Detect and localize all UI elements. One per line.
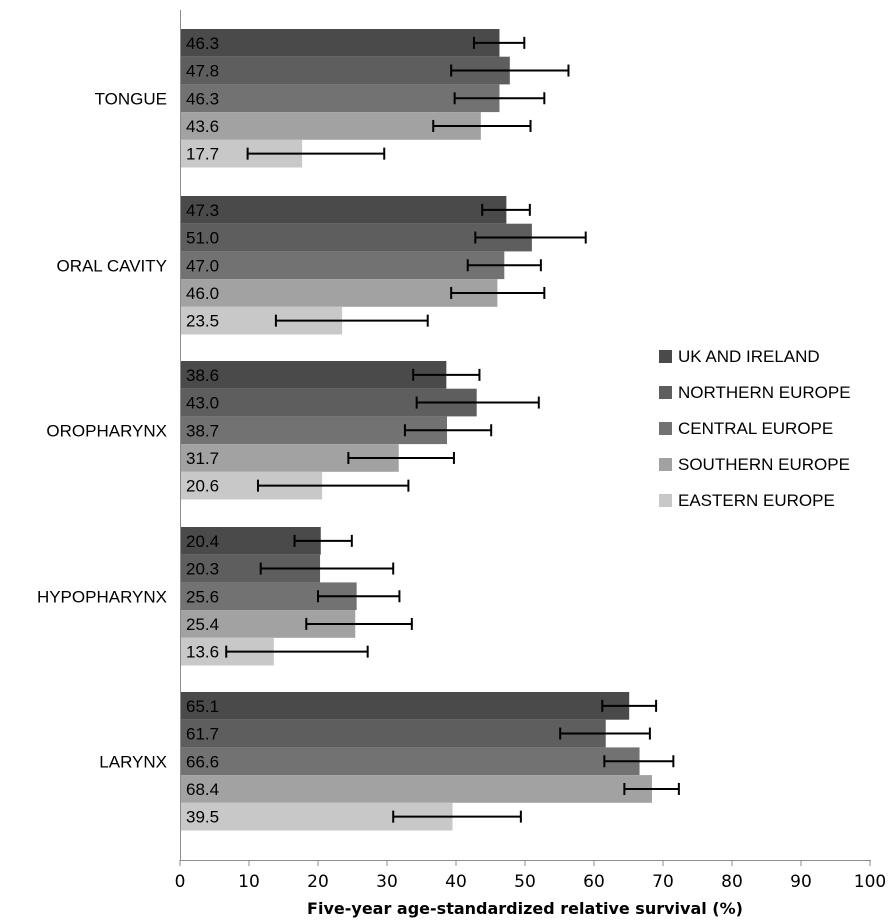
x-tick-label: 80 [721,872,743,892]
bar-value-label: 38.6 [186,366,219,385]
legend-swatch [659,422,672,435]
bar-value-label: 47.3 [186,201,219,220]
x-tick-label: 70 [652,872,674,892]
bar [180,251,505,280]
bar-value-label: 47.8 [186,62,219,81]
x-tick-label: 30 [376,872,398,892]
x-tick-label: 20 [307,872,329,892]
bar [180,692,630,720]
legend-label: NORTHERN EUROPE [678,383,851,402]
x-tick-label: 10 [238,872,260,892]
bar-value-label: 43.6 [186,117,219,136]
x-tick-label: 0 [175,872,186,892]
x-axis-title: Five-year age-standardized relative surv… [307,899,743,918]
bar-value-label: 39.5 [186,808,219,827]
bar-value-label: 31.7 [186,449,219,468]
bar [180,196,507,224]
bar-value-label: 23.5 [186,312,219,331]
x-tick-label: 100 [854,872,886,892]
bar-value-label: 46.3 [186,34,219,53]
bar-value-label: 66.6 [186,752,219,771]
legend-swatch [659,494,672,507]
x-tick-label: 50 [514,872,536,892]
category-label: OROPHARYNX [46,421,167,440]
legend-label: EASTERN EUROPE [678,491,835,510]
category-label: TONGUE [95,89,167,108]
bar-value-label: 20.4 [186,532,219,551]
bar-value-label: 20.6 [186,477,219,496]
bar-value-label: 17.7 [186,145,219,164]
legend-label: UK AND IRELAND [678,347,820,366]
legend-swatch [659,458,672,471]
bar-value-label: 51.0 [186,229,219,248]
bar-value-label: 61.7 [186,725,219,744]
bar [180,29,500,57]
bar [180,416,448,445]
bar [180,719,606,748]
category-label: HYPOPHARYNX [37,587,167,606]
bar [180,84,500,113]
bar-value-label: 13.6 [186,643,219,662]
legend-swatch [659,350,672,363]
bar-value-label: 25.4 [186,615,219,634]
error-bars-layer [225,36,680,823]
bar [180,747,640,776]
bar-value-label: 46.0 [186,284,219,303]
labels-layer: TONGUE 46.3 47.8 46.3 43.6 17.7 ORAL CAVITY 47.… [37,34,219,827]
bar [180,112,481,140]
legend-label: CENTRAL EUROPE [678,419,833,438]
bar-value-label: 65.1 [186,697,219,716]
x-tick-label: 60 [583,872,605,892]
category-label: ORAL CAVITY [56,256,167,275]
bar-value-label: 46.3 [186,89,219,108]
bar-value-label: 43.0 [186,394,219,413]
x-tick-label: 40 [445,872,467,892]
bar [180,361,447,389]
legend: UK AND IRELAND NORTHERN EUROPE CENTRAL EUR… [659,347,851,510]
bar [180,775,652,803]
bar-value-label: 68.4 [186,780,219,799]
bar [180,223,532,252]
x-tick-label: 90 [790,872,812,892]
legend-swatch [659,386,672,399]
bar [180,279,498,307]
bar-value-label: 20.3 [186,560,219,579]
bar-value-label: 38.7 [186,421,219,440]
legend-label: SOUTHERN EUROPE [678,455,850,474]
bar-value-label: 47.0 [186,256,219,275]
bar-value-label: 25.6 [186,587,219,606]
category-label: LARYNX [99,752,167,771]
axis-layer: 0 10 20 30 40 50 60 70 80 90 100 [175,10,886,892]
